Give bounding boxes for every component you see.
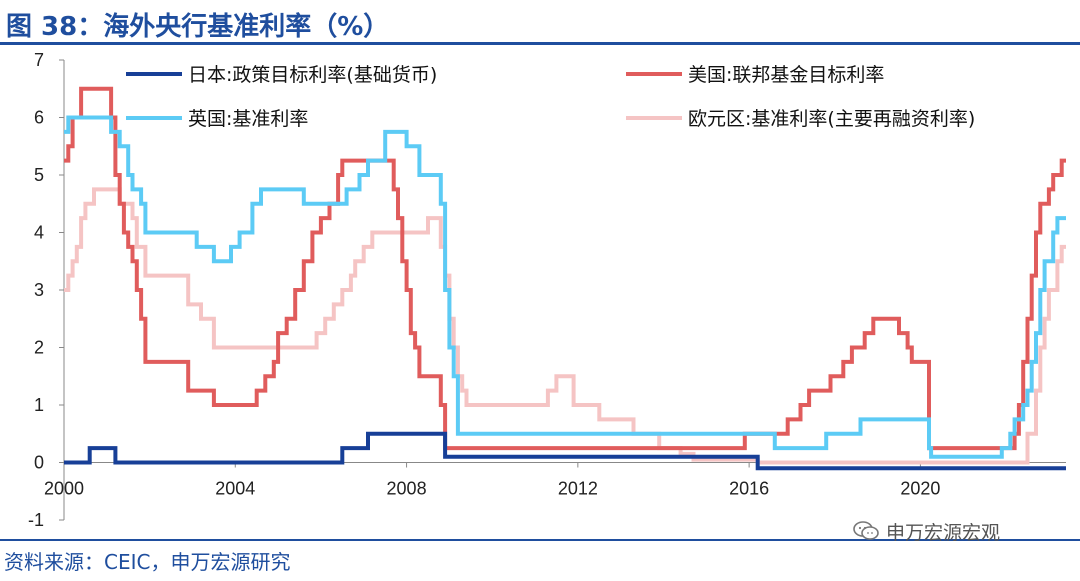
header: 图 38：海外央行基准利率（%）: [0, 0, 1080, 45]
page-title: 图 38：海外央行基准利率（%）: [6, 12, 390, 42]
y-tick-label: 2: [34, 338, 44, 358]
y-tick-label: 3: [34, 280, 44, 300]
y-tick-label: 1: [34, 395, 44, 415]
legend-label-1: 美国:联邦基金目标利率: [688, 64, 884, 86]
watermark: 申万宏源宏观: [852, 518, 1000, 544]
x-tick-label: 2016: [729, 479, 769, 499]
y-tick-label: 5: [34, 165, 44, 185]
source-note: 资料来源：CEIC，申万宏源研究: [4, 550, 291, 574]
legend-label-2: 英国:基准利率: [188, 108, 308, 130]
y-tick-label: 6: [34, 108, 44, 128]
series-line-3: [64, 187, 1066, 465]
series-line-1: [64, 86, 1066, 451]
footer-rule: [0, 539, 1080, 541]
x-tick-label: 2000: [44, 479, 84, 499]
x-tick-label: 2008: [387, 479, 427, 499]
y-tick-label: 4: [34, 223, 44, 243]
y-tick-label: 7: [34, 50, 44, 70]
wechat-icon: [853, 521, 879, 540]
x-tick-label: 2012: [558, 479, 598, 499]
legend-label-0: 日本:政策目标利率(基础货币): [188, 64, 437, 86]
watermark-label: 申万宏源宏观: [886, 521, 1001, 544]
x-tick-label: 2004: [215, 479, 255, 499]
series-line-0: [64, 431, 1066, 471]
x-tick-label: 2020: [900, 479, 940, 499]
chart-series: [64, 86, 1066, 471]
title-rule: [0, 42, 1080, 45]
y-tick-label: -1: [28, 510, 44, 530]
y-tick-label: 0: [34, 453, 44, 473]
legend-label-3: 欧元区:基准利率(主要再融资利率): [688, 108, 975, 130]
series-line-2: [64, 115, 1066, 459]
